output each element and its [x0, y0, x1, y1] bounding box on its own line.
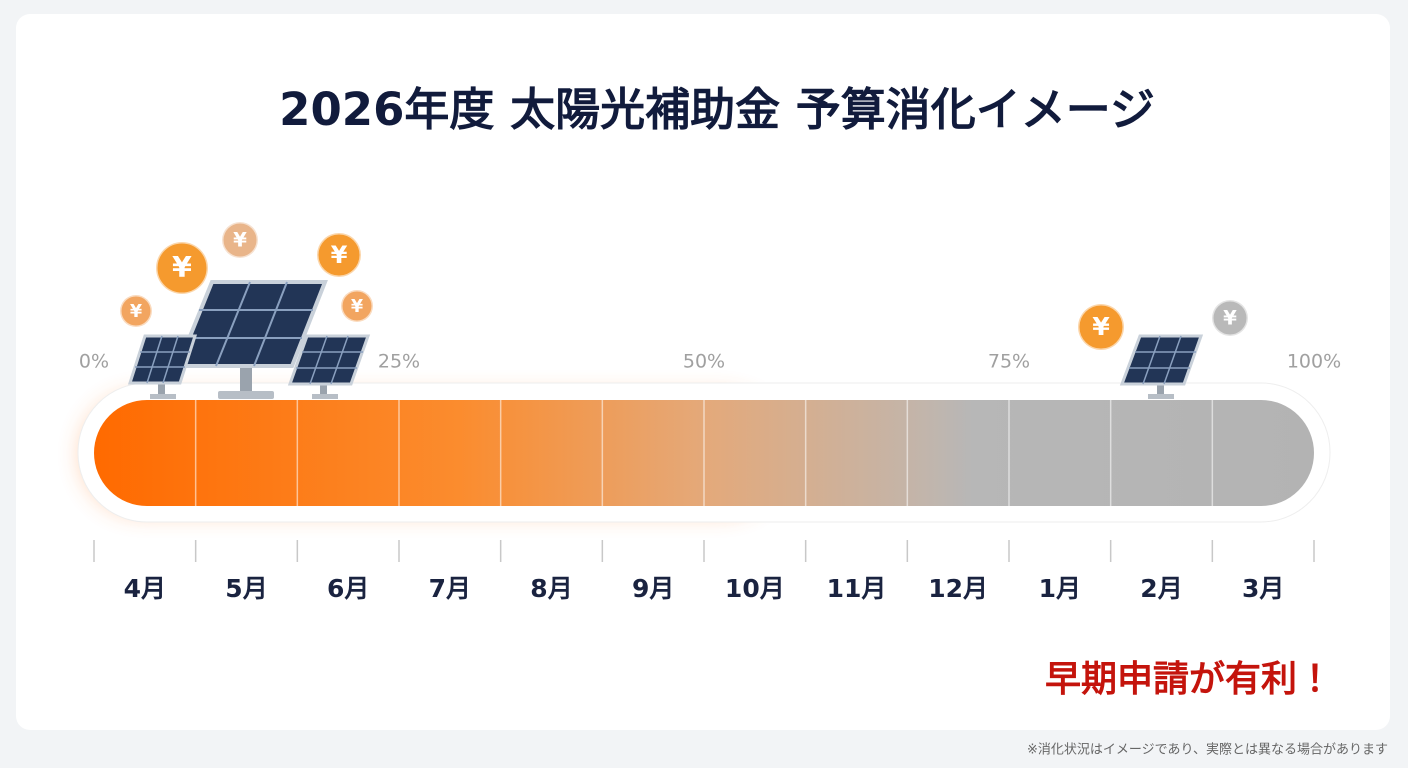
coin-icon: ¥	[118, 293, 154, 329]
month-label: 2月	[1140, 574, 1182, 603]
coin-icon: ¥	[339, 288, 375, 324]
month-label: 11月	[827, 574, 887, 603]
coin-icon: ¥	[1210, 298, 1250, 338]
coin-symbol: ¥	[331, 241, 348, 269]
coin-icon: ¥	[154, 240, 210, 296]
coin	[339, 288, 375, 324]
decorations	[127, 280, 1204, 399]
percent-label: 75%	[988, 351, 1030, 373]
month-label: 3月	[1242, 574, 1284, 603]
coin-symbol: ¥	[172, 250, 192, 284]
coin	[154, 240, 210, 296]
percent-label: 0%	[79, 351, 109, 373]
card	[16, 14, 1390, 730]
coin-icon: ¥	[220, 220, 260, 260]
coin-icon: ¥	[315, 231, 363, 279]
month-label: 8月	[530, 574, 572, 603]
month-label: 9月	[632, 574, 674, 603]
month-label: 5月	[225, 574, 267, 603]
percent-label: 100%	[1287, 351, 1341, 373]
month-label: 10月	[725, 574, 785, 603]
percent-label: 50%	[683, 351, 725, 373]
coin-symbol: ¥	[351, 297, 364, 317]
coin	[315, 231, 363, 279]
month-label: 12月	[928, 574, 988, 603]
solar-panel	[1119, 334, 1204, 399]
coin-symbol: ¥	[1223, 307, 1237, 330]
solar-panel	[287, 334, 371, 399]
callout: 早期申請が有利！	[1045, 659, 1333, 700]
coin	[220, 220, 260, 260]
month-label: 4月	[124, 574, 166, 603]
title: 2026年度 太陽光補助金 予算消化イメージ	[279, 83, 1155, 136]
percent-label: 25%	[378, 351, 420, 373]
coin	[1076, 302, 1126, 352]
coin-icon: ¥	[1076, 302, 1126, 352]
coin	[1210, 298, 1250, 338]
coin	[118, 293, 154, 329]
coin-symbol: ¥	[233, 229, 247, 252]
solar-panel	[127, 334, 198, 399]
footnote: ※消化状況はイメージであり、実際とは異なる場合があります	[1027, 742, 1388, 758]
month-label: 6月	[327, 574, 369, 603]
month-label: 7月	[429, 574, 471, 603]
coin-symbol: ¥	[1092, 312, 1110, 341]
month-label: 1月	[1039, 574, 1081, 603]
coin-symbol: ¥	[130, 302, 143, 322]
